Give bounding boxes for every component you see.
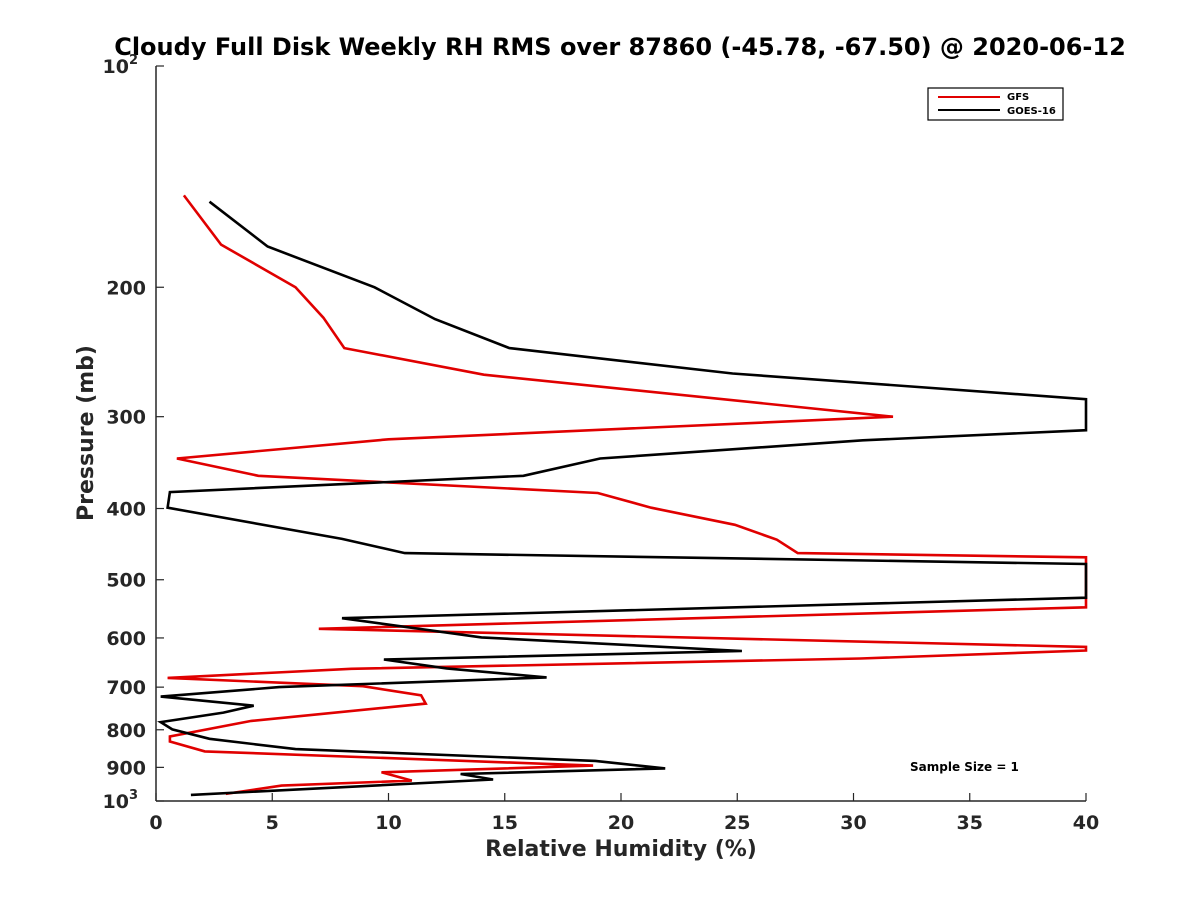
plot-area	[155, 66, 1088, 802]
x-tick-label: 30	[840, 812, 866, 834]
chart-title: Cloudy Full Disk Weekly RH RMS over 8786…	[114, 33, 1126, 61]
x-tick-label: 35	[957, 812, 983, 834]
y-tick-label: 103	[103, 788, 139, 813]
y-tick-label: 400	[106, 499, 146, 521]
x-tick-label: 25	[724, 812, 750, 834]
y-tick-label: 600	[106, 628, 146, 650]
series-layer	[157, 194, 1088, 797]
y-tick-label: 800	[106, 720, 146, 742]
y-ticks: 102 200 300 400 500 600 700 800 900 103	[103, 53, 164, 813]
x-tick-label: 20	[608, 812, 634, 834]
legend-label-gfs: GFS	[1007, 92, 1029, 103]
x-tick-label: 0	[149, 812, 162, 834]
y-tick-label: 900	[106, 757, 146, 779]
x-tick-label: 40	[1073, 812, 1099, 834]
sample-size-annotation: Sample Size = 1	[910, 760, 1019, 774]
y-tick-label: 700	[106, 677, 146, 699]
y-tick-label: 300	[106, 407, 146, 429]
x-tick-label: 5	[266, 812, 279, 834]
y-tick-label: 102	[103, 53, 139, 78]
legend-box	[927, 87, 1064, 121]
series-line-goes16	[157, 200, 1088, 797]
legend: GFS GOES-16	[927, 87, 1064, 121]
y-tick-label: 500	[106, 570, 146, 592]
x-tick-label: 15	[492, 812, 518, 834]
x-ticks: 0 5 10 15 20 25 30 35 40	[149, 793, 1099, 834]
legend-label-goes16: GOES-16	[1007, 106, 1056, 117]
y-tick-label: 200	[106, 277, 146, 299]
y-axis-label: Pressure (mb)	[74, 345, 99, 521]
x-axis-label: Relative Humidity (%)	[485, 837, 757, 862]
x-tick-label: 10	[375, 812, 401, 834]
